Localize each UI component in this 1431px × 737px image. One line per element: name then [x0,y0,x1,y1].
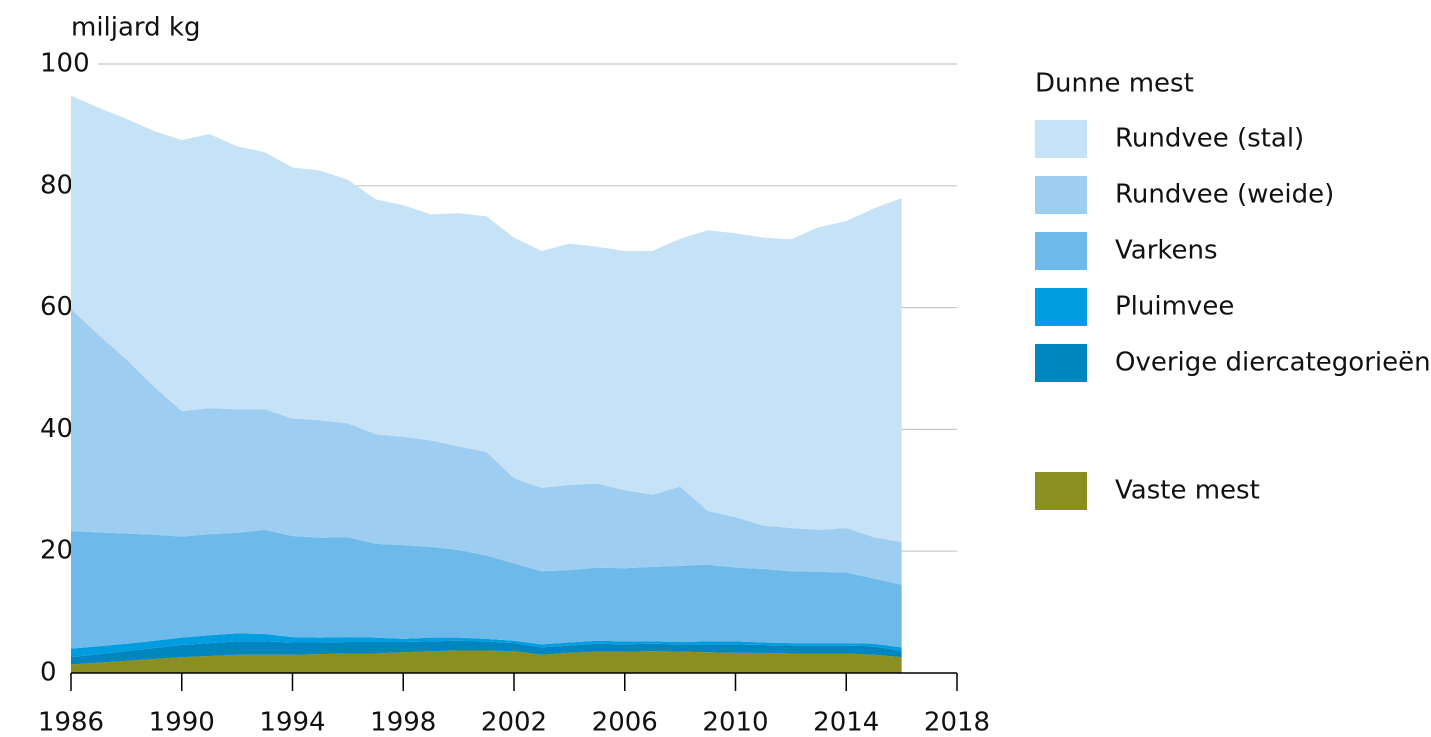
y-axis-unit: miljard kg [71,13,201,43]
legend-swatch [1035,288,1087,326]
legend-swatch [1035,120,1087,158]
y-tick-label: 40 [40,414,73,444]
legend-swatch [1035,176,1087,214]
legend-label: Varkens [1115,236,1218,266]
x-tick-label: 2018 [924,708,990,737]
y-tick-label: 100 [40,49,90,79]
legend-label: Rundvee (weide) [1115,180,1334,210]
x-tick-label: 2014 [813,708,879,737]
y-tick-label: 60 [40,292,73,322]
area [71,529,902,649]
x-tick-label: 1998 [370,708,436,737]
legend-label: Overige diercategorieën [1115,348,1431,378]
area [71,95,902,543]
y-tick-label: 0 [40,658,57,688]
x-tick-label: 2002 [481,708,547,737]
x-tick-label: 2006 [592,708,658,737]
legend-label: Pluimvee [1115,292,1234,322]
y-tick-label: 20 [40,536,73,566]
x-tick-label: 1990 [149,708,215,737]
legend-swatch [1035,232,1087,270]
x-tick-label: 1986 [38,708,104,737]
x-tick-label: 1994 [259,708,325,737]
y-tick-label: 80 [40,170,73,200]
area [71,650,902,673]
x-tick-label: 2010 [702,708,768,737]
legend-label: Rundvee (stal) [1115,124,1304,154]
area [71,633,902,658]
legend-label: Vaste mest [1115,476,1260,506]
legend-swatch [1035,344,1087,382]
area [71,640,902,665]
legend-title: Dunne mest [1035,69,1194,99]
area [71,308,902,585]
legend-swatch [1035,472,1087,510]
